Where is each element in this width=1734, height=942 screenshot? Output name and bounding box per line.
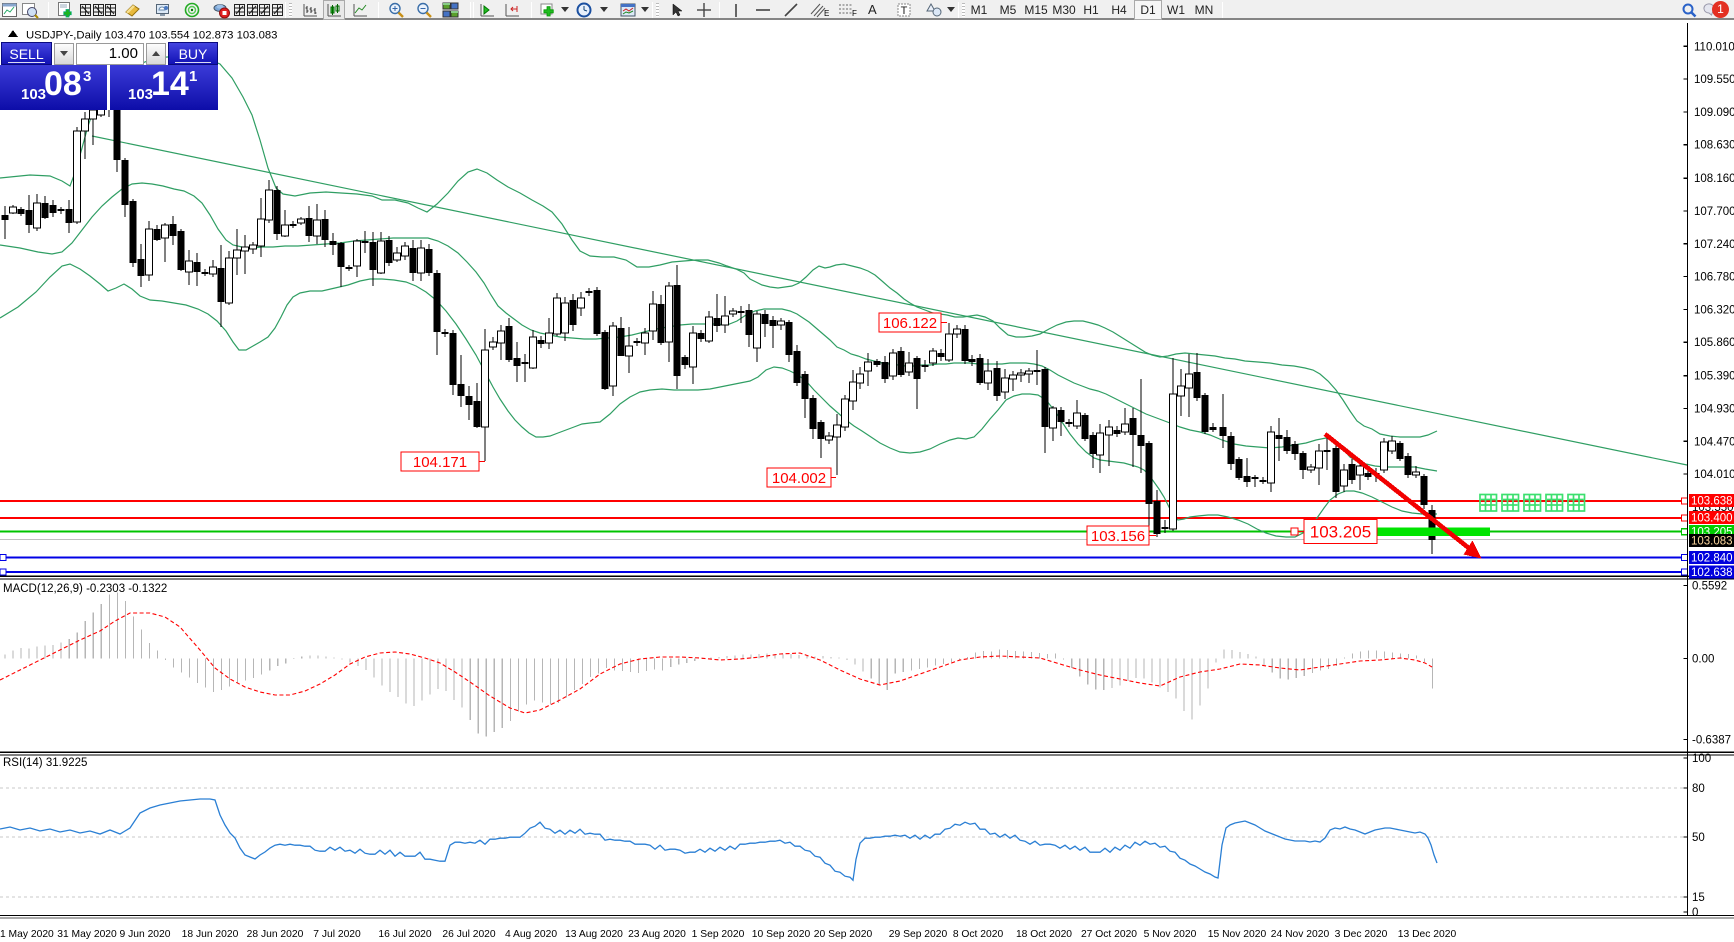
svg-text:0: 0 <box>1692 907 1698 919</box>
svg-text:103.400: 103.400 <box>1691 513 1733 525</box>
svg-text:106.122: 106.122 <box>883 315 937 332</box>
svg-text:29 Sep 2020: 29 Sep 2020 <box>889 929 948 940</box>
svg-text:104.002: 104.002 <box>772 470 826 487</box>
svg-text:RSI(14) 31.9225: RSI(14) 31.9225 <box>3 757 87 769</box>
svg-text:0.00: 0.00 <box>1692 653 1714 665</box>
svg-text:24 Nov 2020: 24 Nov 2020 <box>1271 929 1330 940</box>
svg-text:104.930: 104.930 <box>1694 404 1734 416</box>
svg-text:103.083: 103.083 <box>1691 536 1733 548</box>
svg-text:106.320: 106.320 <box>1694 304 1734 316</box>
svg-text:105.860: 105.860 <box>1694 337 1734 349</box>
svg-text:18 Oct 2020: 18 Oct 2020 <box>1016 929 1072 940</box>
svg-text:107.700: 107.700 <box>1694 206 1734 218</box>
svg-text:28 Jun 2020: 28 Jun 2020 <box>247 929 304 940</box>
svg-text:108.160: 108.160 <box>1694 173 1734 185</box>
svg-text:110.010: 110.010 <box>1694 41 1734 53</box>
svg-text:0.5592: 0.5592 <box>1692 581 1727 593</box>
svg-text:20 Sep 2020: 20 Sep 2020 <box>814 929 873 940</box>
svg-text:21 May 2020: 21 May 2020 <box>0 929 54 940</box>
svg-text:100: 100 <box>1692 753 1711 765</box>
svg-text:102.840: 102.840 <box>1691 553 1733 565</box>
svg-text:9 Jun 2020: 9 Jun 2020 <box>120 929 171 940</box>
svg-text:16 Jul 2020: 16 Jul 2020 <box>378 929 432 940</box>
svg-text:T: T <box>901 5 908 17</box>
svg-text:104.470: 104.470 <box>1694 436 1734 448</box>
svg-text:7 Jul 2020: 7 Jul 2020 <box>313 929 361 940</box>
svg-text:50: 50 <box>1692 832 1705 844</box>
svg-text:15: 15 <box>1692 892 1705 904</box>
svg-text:USDJPY-,Daily 103.470 103.554: USDJPY-,Daily 103.470 103.554 102.873 10… <box>26 30 277 42</box>
svg-text:109.090: 109.090 <box>1694 107 1734 119</box>
svg-text:103.205: 103.205 <box>1310 523 1371 542</box>
svg-text:31 May 2020: 31 May 2020 <box>57 929 117 940</box>
svg-text:109.550: 109.550 <box>1694 74 1734 86</box>
svg-text:27 Oct 2020: 27 Oct 2020 <box>1081 929 1137 940</box>
svg-text:103.638: 103.638 <box>1691 496 1733 508</box>
svg-text:105.390: 105.390 <box>1694 371 1734 383</box>
svg-text:104.171: 104.171 <box>413 454 467 471</box>
svg-text:18 Jun 2020: 18 Jun 2020 <box>182 929 239 940</box>
svg-text:3 Dec 2020: 3 Dec 2020 <box>1335 929 1388 940</box>
svg-text:10 Sep 2020: 10 Sep 2020 <box>752 929 811 940</box>
svg-text:103.156: 103.156 <box>1091 528 1145 545</box>
svg-text:106.780: 106.780 <box>1694 272 1734 284</box>
svg-text:MACD(12,26,9) -0.2303 -0.1322: MACD(12,26,9) -0.2303 -0.1322 <box>3 583 167 595</box>
svg-text:13 Dec 2020: 13 Dec 2020 <box>1398 929 1457 940</box>
svg-text:80: 80 <box>1692 783 1705 795</box>
svg-text:15 Nov 2020: 15 Nov 2020 <box>1208 929 1267 940</box>
svg-text:13 Aug 2020: 13 Aug 2020 <box>565 929 623 940</box>
svg-text:104.010: 104.010 <box>1694 469 1734 481</box>
svg-text:26 Jul 2020: 26 Jul 2020 <box>442 929 496 940</box>
svg-text:1 Sep 2020: 1 Sep 2020 <box>692 929 745 940</box>
svg-text:107.240: 107.240 <box>1694 239 1734 251</box>
svg-text:4 Aug 2020: 4 Aug 2020 <box>505 929 557 940</box>
svg-text:108.630: 108.630 <box>1694 140 1734 152</box>
svg-text:8 Oct 2020: 8 Oct 2020 <box>953 929 1004 940</box>
svg-text:23 Aug 2020: 23 Aug 2020 <box>628 929 686 940</box>
svg-text:5 Nov 2020: 5 Nov 2020 <box>1144 929 1197 940</box>
svg-text:-0.6387: -0.6387 <box>1692 735 1731 747</box>
svg-text:102.638: 102.638 <box>1691 567 1733 579</box>
